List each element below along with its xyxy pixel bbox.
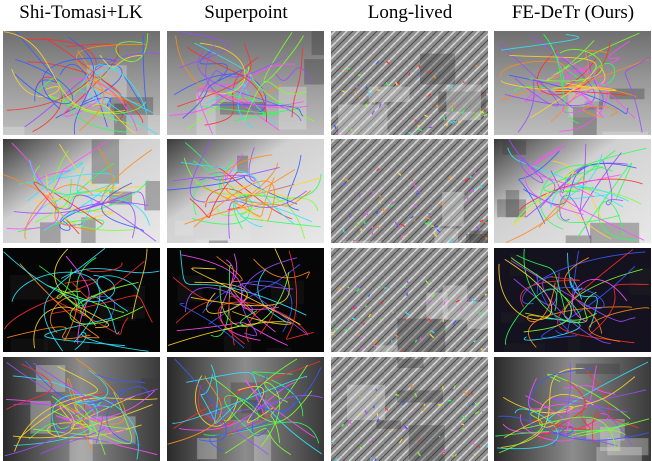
track <box>331 338 332 340</box>
track <box>405 288 406 290</box>
track <box>327 324 331 327</box>
track <box>443 319 444 322</box>
track <box>360 447 363 448</box>
image-cell <box>3 248 160 366</box>
track <box>479 446 480 447</box>
scene-block <box>99 307 136 321</box>
scene-block <box>420 54 455 85</box>
track <box>376 389 377 391</box>
track <box>356 87 358 88</box>
track <box>414 220 415 222</box>
track <box>461 424 464 425</box>
scene-block <box>376 420 401 428</box>
column-header: Superpoint <box>204 2 288 23</box>
scene-block <box>319 444 331 461</box>
column-header: FE-DeTr (Ours) <box>512 2 634 23</box>
image-cell <box>3 31 163 143</box>
scene-block <box>409 425 445 461</box>
track <box>380 285 381 287</box>
scene-block <box>175 220 193 235</box>
track <box>345 330 348 331</box>
scene-block <box>397 390 443 402</box>
track <box>362 346 363 349</box>
track <box>487 445 488 448</box>
image-grid <box>3 31 652 461</box>
track <box>369 441 371 442</box>
track <box>467 197 468 201</box>
track <box>476 114 477 115</box>
scene-block <box>397 359 423 368</box>
track <box>368 91 369 95</box>
track <box>453 455 454 456</box>
image-cell <box>167 357 332 461</box>
track <box>470 393 473 394</box>
track <box>380 319 382 320</box>
track <box>348 287 349 288</box>
track <box>426 440 427 441</box>
column-header: Shi-Tomasi+LK <box>19 2 143 23</box>
scene-block <box>312 31 327 55</box>
image-cell <box>327 248 505 360</box>
track <box>359 396 360 397</box>
track <box>457 234 458 235</box>
image-cell <box>331 31 489 146</box>
track <box>431 226 434 227</box>
image-cell <box>3 139 179 258</box>
track <box>374 102 375 103</box>
scene-block <box>92 139 119 183</box>
track <box>418 74 419 76</box>
track <box>393 312 394 313</box>
track <box>395 395 399 396</box>
track <box>483 235 484 236</box>
image-cell <box>330 357 488 461</box>
column-header: Long-lived <box>368 2 453 23</box>
track <box>374 345 376 346</box>
scene-block <box>596 447 641 461</box>
image-cell <box>167 248 324 369</box>
page: Shi-Tomasi+LK Superpoint Long-lived FE-D… <box>0 0 652 461</box>
track <box>463 195 464 196</box>
track <box>421 338 422 341</box>
scene-block <box>501 312 525 323</box>
scene-block <box>44 331 89 350</box>
track <box>417 125 420 126</box>
track <box>414 207 417 208</box>
scene-block <box>426 293 447 320</box>
track <box>399 82 400 84</box>
scene-block <box>228 211 251 247</box>
track <box>416 119 417 121</box>
image-background <box>331 139 488 243</box>
scene-block <box>209 240 228 249</box>
track <box>373 191 374 194</box>
image-cell <box>494 357 651 461</box>
track <box>428 71 431 72</box>
track <box>418 440 421 441</box>
track <box>463 428 464 430</box>
figure: Shi-Tomasi+LK Superpoint Long-lived FE-D… <box>0 0 652 461</box>
scene-block <box>442 192 464 226</box>
image-cell <box>3 357 189 461</box>
scene-block <box>10 275 48 300</box>
track <box>435 226 438 227</box>
image-cell <box>167 139 324 267</box>
track <box>377 90 381 91</box>
image-cell <box>167 31 342 136</box>
scene-block <box>254 434 271 461</box>
scene-block <box>369 87 410 102</box>
scene-block <box>347 385 385 420</box>
track <box>372 441 374 442</box>
scene-block <box>397 319 445 354</box>
track <box>484 109 485 110</box>
track <box>346 237 347 238</box>
track <box>448 131 449 132</box>
scene-block <box>271 280 304 304</box>
track <box>487 299 489 300</box>
track <box>389 431 390 432</box>
